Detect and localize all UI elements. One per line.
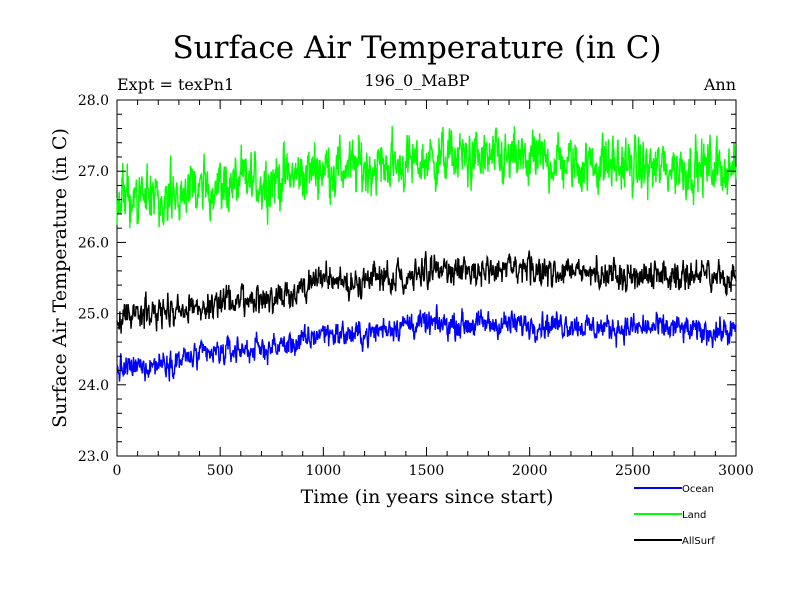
x-tick-label: 0	[113, 463, 122, 479]
legend-label-allsurf: AllSurf	[682, 536, 715, 547]
series-line-land	[116, 125, 737, 229]
legend-label-land: Land	[682, 510, 706, 521]
legend: Ocean Land AllSurf	[634, 484, 715, 547]
x-tick-label: 1500	[409, 463, 445, 479]
x-tick-label: 2000	[512, 463, 548, 479]
legend-label-ocean: Ocean	[682, 484, 714, 495]
y-tick-label: 24.0	[78, 378, 109, 394]
series-layer	[116, 125, 737, 382]
y-axis-label: Surface Air Temperature (in C)	[49, 128, 71, 428]
series-line-allsurf	[116, 250, 737, 334]
ticks-layer: 0 500 1000 1500 2000 2500 3000 23.0 24.0 25.0 26.0…	[78, 93, 754, 479]
x-tick-label: 500	[207, 463, 234, 479]
y-tick-label: 25.0	[78, 307, 109, 323]
y-tick-label: 28.0	[78, 93, 109, 109]
chart-title: Surface Air Temperature (in C)	[172, 30, 661, 66]
x-tick-label: 3000	[718, 463, 754, 479]
x-tick-label: 1000	[306, 463, 342, 479]
subtitle-left: Expt = texPn1	[117, 75, 234, 94]
y-tick-label: 26.0	[78, 235, 109, 251]
subtitle-right: Ann	[703, 75, 736, 94]
x-axis-label: Time (in years since start)	[301, 486, 554, 508]
series-line-ocean	[116, 304, 737, 382]
subtitle-center: 196_0_MaBP	[364, 71, 469, 90]
y-tick-label: 27.0	[78, 164, 109, 180]
y-tick-label: 23.0	[78, 449, 109, 465]
x-tick-label: 2500	[615, 463, 651, 479]
